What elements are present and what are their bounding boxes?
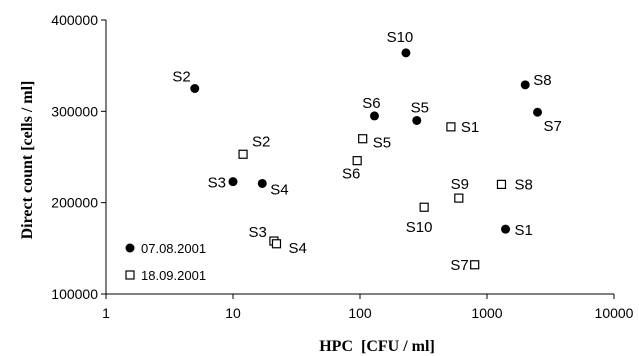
x-tick-label: 1000 bbox=[471, 305, 502, 321]
point-label-s5: S5 bbox=[411, 99, 429, 116]
point-label-s10: S10 bbox=[406, 219, 433, 236]
point-label-s8: S8 bbox=[514, 176, 532, 193]
point-label-s3: S3 bbox=[208, 175, 226, 192]
legend-label-series-2: 18.09.2001 bbox=[141, 268, 206, 283]
point-labels: S1 S2 S3 S4 S5 S6 S7 S8 S10 S1 S2 S3 S4 S5 S6 S7 S8 S9 S10 bbox=[172, 29, 561, 274]
data-point-s5 bbox=[358, 134, 368, 144]
data-point-s2 bbox=[238, 149, 248, 159]
data-point-s8 bbox=[520, 80, 530, 90]
legend: 07.08.2001 18.09.2001 bbox=[125, 241, 206, 283]
point-label-s5: S5 bbox=[373, 135, 391, 152]
data-point-s10 bbox=[401, 48, 411, 58]
y-tick-label: 300000 bbox=[51, 103, 98, 119]
data-point-s3 bbox=[228, 177, 238, 187]
point-label-s1: S1 bbox=[461, 119, 479, 136]
point-label-s9: S9 bbox=[451, 176, 469, 193]
point-label-s10: S10 bbox=[387, 29, 414, 46]
data-point-s2 bbox=[190, 84, 200, 93]
x-axis-title: HPC [CFU / ml] bbox=[319, 338, 435, 355]
data-markers bbox=[190, 48, 543, 270]
data-point-s5 bbox=[412, 115, 422, 125]
point-label-s7: S7 bbox=[450, 257, 468, 274]
point-label-s2: S2 bbox=[252, 133, 270, 150]
point-label-s3: S3 bbox=[249, 224, 267, 241]
y-axis-title: Direct count [cells / ml] bbox=[19, 81, 36, 240]
data-point-s10 bbox=[419, 202, 429, 212]
data-point-s7 bbox=[533, 107, 543, 117]
y-tick-label: 400000 bbox=[51, 12, 98, 28]
point-label-s4: S4 bbox=[288, 240, 306, 257]
data-point-s1 bbox=[446, 122, 456, 132]
point-label-s2: S2 bbox=[172, 69, 190, 86]
point-label-s1: S1 bbox=[515, 222, 533, 239]
x-tick-label: 10000 bbox=[595, 305, 634, 321]
y-tick-label: 200000 bbox=[51, 195, 98, 211]
point-label-s6: S6 bbox=[342, 166, 360, 183]
legend-label-series-1: 07.08.2001 bbox=[141, 241, 206, 256]
ticks: 100000 200000 300000 400000 1 10 100 1000 10000 bbox=[51, 12, 633, 321]
y-tick-label: 100000 bbox=[51, 286, 98, 302]
point-label-s4: S4 bbox=[270, 181, 288, 198]
data-point-s9 bbox=[454, 193, 464, 203]
data-point-s6 bbox=[352, 156, 362, 166]
x-tick-label: 10 bbox=[225, 305, 241, 321]
data-point-s4 bbox=[257, 178, 267, 188]
legend-marker-series-2 bbox=[125, 270, 135, 280]
point-label-s8: S8 bbox=[533, 72, 551, 89]
data-point-s1 bbox=[501, 224, 511, 234]
x-tick-label: 100 bbox=[348, 305, 372, 321]
data-point-s4 bbox=[271, 239, 282, 249]
data-point-s7 bbox=[470, 260, 480, 270]
data-point-s8 bbox=[496, 179, 507, 189]
point-label-s6: S6 bbox=[362, 95, 380, 112]
point-label-s7: S7 bbox=[544, 118, 562, 135]
data-point-s6 bbox=[369, 111, 379, 121]
x-tick-label: 1 bbox=[102, 305, 110, 321]
legend-marker-series-1 bbox=[125, 243, 135, 253]
